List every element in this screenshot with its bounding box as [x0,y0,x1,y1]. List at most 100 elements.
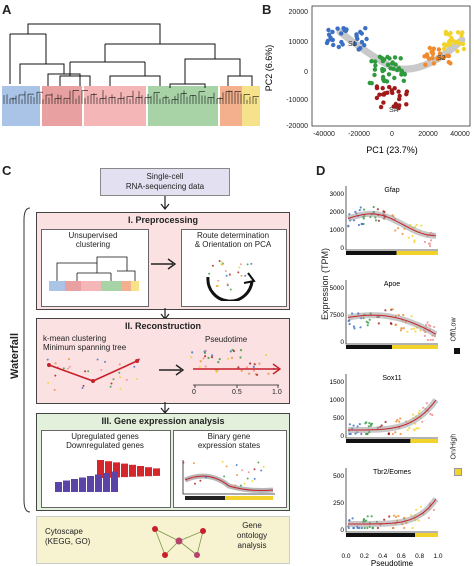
expression-ytick: 0 [340,527,344,534]
pseudotime-diagram [190,348,282,388]
expression-point [366,526,369,530]
network-icon [152,526,206,558]
step-preprocessing: I. Preprocessing Unsupervised clustering… [36,212,290,310]
step-reconstruction: II. Reconstruction k-mean clustering Min… [36,318,290,404]
expression-ytick: 250 [333,500,344,507]
expression-point [423,334,426,337]
expression-point [421,420,424,423]
pca-point [354,33,359,39]
downregulated-bar [95,474,102,492]
gene-bars-diagram [55,460,160,492]
downregulated-bar [55,482,62,492]
expression-ytick: 500 [333,473,344,480]
scatter-dot [240,274,243,277]
step2-tick: 0.5 [232,389,242,396]
expression-point [426,338,429,342]
expression-point [358,423,361,426]
expression-point [376,526,379,530]
pca-xtick: -20000 [348,131,370,138]
pca-point [358,29,363,35]
legend-off-label: Off/Low [450,317,458,342]
pca-point [431,61,437,66]
bottom-annotation-box: Cytoscape (KEGG, GO) Gene ontology analy… [36,516,290,564]
expression-point [429,338,432,342]
expression-point [372,526,375,530]
pca-point [372,72,377,78]
scatter-dot [228,274,231,277]
pca-point [367,80,372,86]
gene-name: Tbr2/Eomes [373,469,412,476]
expression-point [348,423,351,426]
pca-point [359,39,365,45]
pca-xtick: -40000 [313,131,335,138]
expression-ytick: 1000 [330,397,344,404]
expression-ytick: 0 [340,339,344,346]
dendrogram [2,23,260,126]
panel-label-b: B [262,2,272,17]
pca-point [336,44,341,50]
scatter-dot [256,373,259,376]
pca-point [455,30,461,35]
expression-ytick: 1500 [330,379,344,386]
expression-point [376,208,379,211]
expression-xtick: 1.0 [433,553,442,560]
pca-point [385,90,390,95]
scatter-dot [211,354,214,357]
scatter-dot [119,376,122,379]
expression-point [358,526,361,530]
expression-point [415,508,418,511]
scatter-dot [235,464,238,466]
pca-point [444,43,450,48]
expression-point [402,327,405,330]
expression-point [402,313,405,317]
scatter-dot [46,358,49,361]
scatter-dot [194,482,196,485]
scatter-dot [224,270,227,272]
scatter-dot [119,387,122,390]
expression-plots: Gfap3000200010000Apoe1500075000Sox111500… [330,186,443,566]
downregulated-bar [87,476,94,492]
expression-ci-band [348,497,439,527]
expression-point [353,327,356,330]
expression-point [412,413,415,416]
expression-point [394,229,397,232]
expression-point [429,412,432,416]
pca-ytick: 0 [304,69,308,76]
expression-point [422,406,425,409]
scatter-dot [100,369,103,371]
expression-ytick: 7500 [330,312,344,319]
expression-point [360,526,363,530]
scatter-dot [68,365,71,368]
cytoscape-label: Cytoscape (KEGG, GO) [45,527,91,546]
scatter-dot [220,260,223,263]
pca-point [441,46,447,51]
expression-point [351,517,354,520]
expression-point [431,413,434,417]
expression-point [392,526,395,530]
pca-point [435,56,440,61]
expression-point [366,515,369,518]
expression-point [348,519,351,522]
step2-tick: 1.0 [272,389,282,396]
binary-state-on [392,345,438,349]
expression-point [413,239,416,242]
expression-ytick: 0 [340,433,344,440]
expression-point [370,422,374,425]
scatter-dot [240,369,243,372]
expression-point [431,338,434,341]
expression-point [411,526,414,530]
expression-point [352,526,355,530]
expression-fit-line [347,314,437,335]
scatter-dot [230,356,234,359]
expression-point [403,526,406,530]
upregulated-bar [153,468,160,476]
pca-point [429,49,434,55]
binary-state-on [415,533,438,537]
pca-point [377,92,382,97]
expression-point [374,219,378,222]
pca-point [372,67,378,72]
scatter-dot [192,475,195,478]
expression-point [398,420,401,423]
pca-point [430,55,435,61]
pca-point [324,40,330,46]
